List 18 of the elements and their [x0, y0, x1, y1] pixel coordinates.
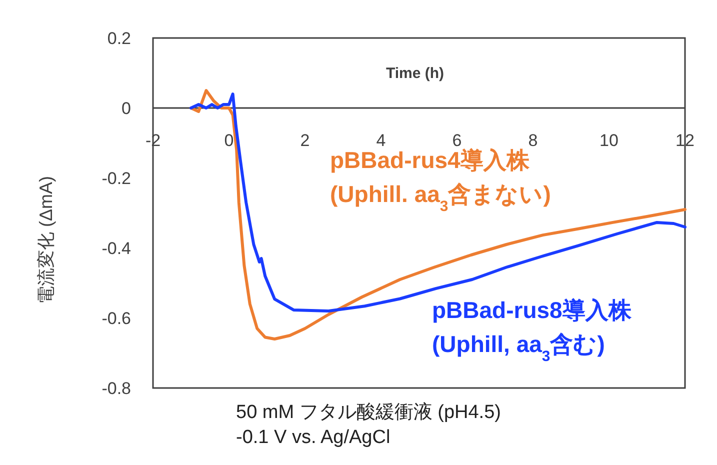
x-tick-label: 4 — [376, 131, 386, 150]
y-tick-label: -0.2 — [102, 169, 131, 188]
series-label: pBBad-rus8導入株 (Uphill, aa$_{3}$含む) — [432, 297, 632, 364]
y-axis-title: 電流変化 (ΔmA) — [36, 176, 56, 304]
y-tick-label: -0.8 — [102, 379, 131, 398]
x-axis-title: Time (h) — [386, 65, 444, 82]
x-tick-label: 10 — [600, 131, 618, 150]
x-tick-label: 6 — [452, 131, 462, 150]
x-tick-label: 2 — [300, 131, 310, 150]
series-label: pBBad-rus4導入株 (Uphill. aa$_{3}$含まない) — [330, 147, 551, 214]
x-tick-label: 0 — [224, 131, 234, 150]
y-tick-label: -0.4 — [102, 239, 131, 258]
text: 50 mM フタル酸緩衝液 (pH4.5) — [236, 401, 501, 423]
x-tick-label: 8 — [528, 131, 538, 150]
text: -0.1 V vs. Ag/AgCl — [236, 427, 390, 448]
y-tick-label: 0 — [122, 99, 131, 118]
y-tick-label: 0.2 — [107, 29, 131, 48]
y-tick-label: -0.6 — [102, 309, 131, 328]
